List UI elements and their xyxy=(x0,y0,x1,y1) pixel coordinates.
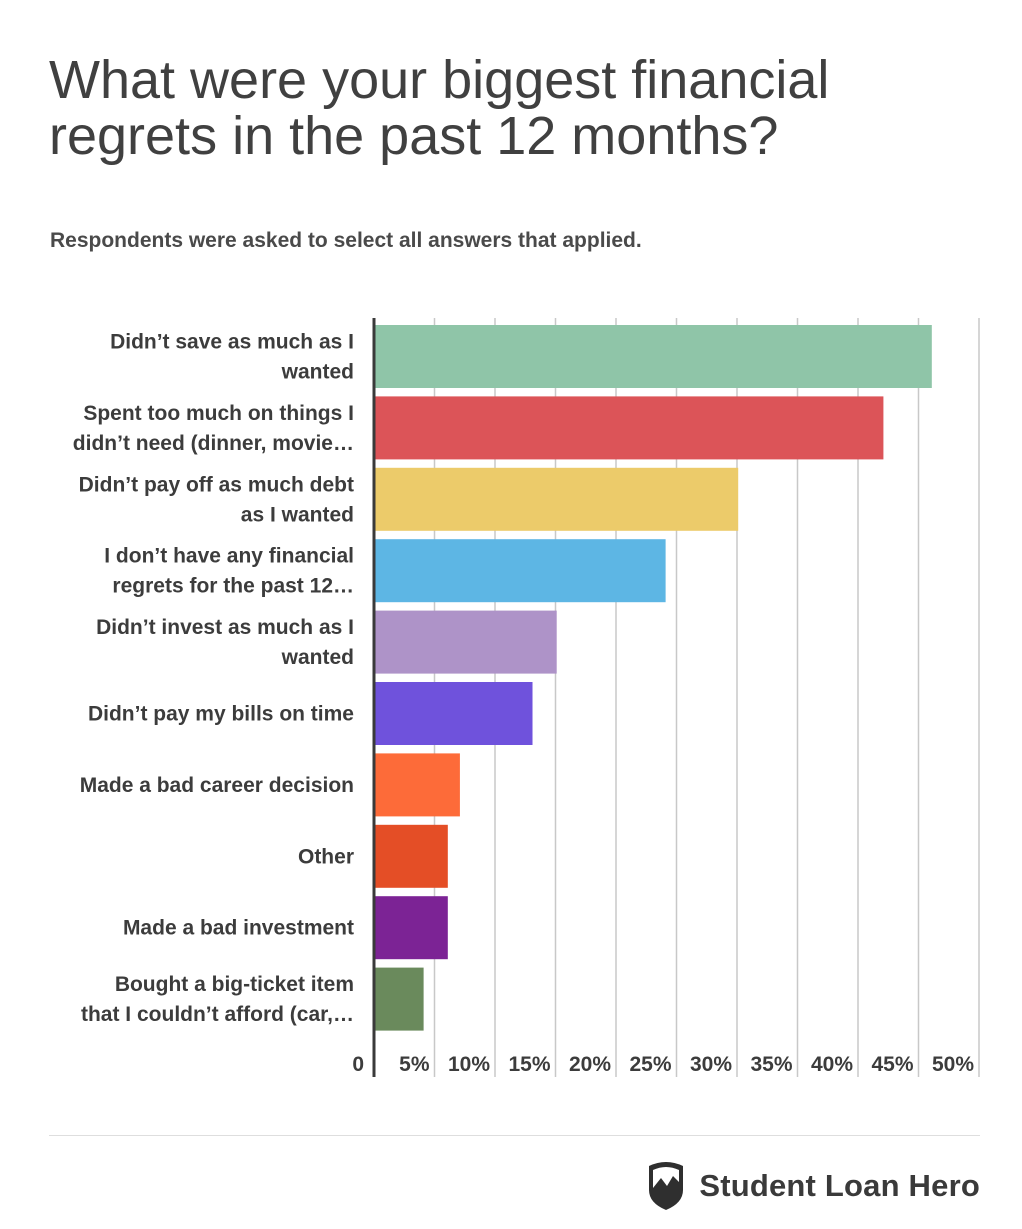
bar[interactable] xyxy=(374,396,884,460)
bar[interactable] xyxy=(374,610,557,674)
bar[interactable] xyxy=(374,325,932,388)
category-label: Didn’t pay my bills on time xyxy=(88,703,354,726)
bar[interactable] xyxy=(374,539,666,603)
category-label-line: Made a bad career decision xyxy=(80,774,354,797)
category-label-line: Didn’t pay my bills on time xyxy=(88,703,354,726)
category-label: Bought a big-ticket item that I couldn’t … xyxy=(81,973,354,1026)
category-label-line: Didn’t save as much as I xyxy=(110,331,354,354)
category-label-line: that I couldn’t afford (car,… xyxy=(81,1003,354,1026)
category-label-line: wanted xyxy=(281,646,354,669)
category-label-line: Made a bad investment xyxy=(123,917,354,940)
category-label: Didn’t invest as much as I wanted xyxy=(96,616,354,669)
chart-subtitle: Respondents were asked to select all ans… xyxy=(50,229,642,252)
shield-mountain-icon xyxy=(649,1162,684,1210)
category-label-line: I don’t have any financial xyxy=(104,545,354,568)
category-label: Didn’t pay off as much debt as I wanted xyxy=(79,473,354,526)
category-label: Didn’t save as much as I wanted xyxy=(110,331,354,384)
bar[interactable] xyxy=(374,896,448,960)
bar[interactable] xyxy=(374,682,533,745)
x-tick-label: 50% xyxy=(932,1053,974,1076)
category-label-line: Didn’t invest as much as I xyxy=(96,616,354,639)
category-label-line: Didn’t pay off as much debt xyxy=(79,473,354,496)
brand-name: Student Loan Hero xyxy=(699,1168,980,1203)
bar[interactable] xyxy=(374,467,739,531)
bar-chart: Didn’t save as much as I wanted Spent too … xyxy=(73,318,980,1077)
category-label: Made a bad investment xyxy=(123,917,354,940)
footer-divider xyxy=(49,1135,980,1136)
category-label-line: wanted xyxy=(281,361,354,384)
x-tick-label: 10% xyxy=(448,1053,490,1076)
x-tick-label: 45% xyxy=(871,1053,913,1076)
category-label-line: as I wanted xyxy=(241,503,354,526)
category-label: Made a bad career decision xyxy=(80,774,354,797)
bar[interactable] xyxy=(374,967,424,1031)
category-label: Other xyxy=(298,845,354,868)
category-label-line: didn’t need (dinner, movie… xyxy=(73,432,354,455)
bar[interactable] xyxy=(374,753,460,817)
category-label: Spent too much on things I didn’t need (d… xyxy=(73,402,354,455)
bars xyxy=(374,325,932,1031)
x-tick-label: 40% xyxy=(811,1053,853,1076)
category-label: I don’t have any financial regrets for th… xyxy=(104,545,354,598)
x-axis-tick-labels: 0 5% 10% 15% 20% 25% 30% 35% 40% 45% 50% xyxy=(352,1053,974,1076)
x-tick-label: 5% xyxy=(399,1053,430,1076)
x-tick-label: 25% xyxy=(629,1053,671,1076)
category-label-line: Other xyxy=(298,845,354,868)
category-label-line: Spent too much on things I xyxy=(83,402,354,425)
x-tick-label: 35% xyxy=(750,1053,792,1076)
brand-logo[interactable]: Student Loan Hero xyxy=(645,1160,980,1212)
x-tick-label: 15% xyxy=(508,1053,550,1076)
chart-title: What were your biggest financial regrets… xyxy=(49,50,830,166)
category-label-line: regrets for the past 12… xyxy=(112,575,354,598)
x-tick-label: 20% xyxy=(569,1053,611,1076)
x-tick-label: 30% xyxy=(690,1053,732,1076)
category-label-line: Bought a big-ticket item xyxy=(115,973,354,996)
category-labels: Didn’t save as much as I wanted Spent too … xyxy=(73,331,354,1027)
bar[interactable] xyxy=(374,824,448,888)
x-tick-label: 0 xyxy=(352,1053,364,1076)
